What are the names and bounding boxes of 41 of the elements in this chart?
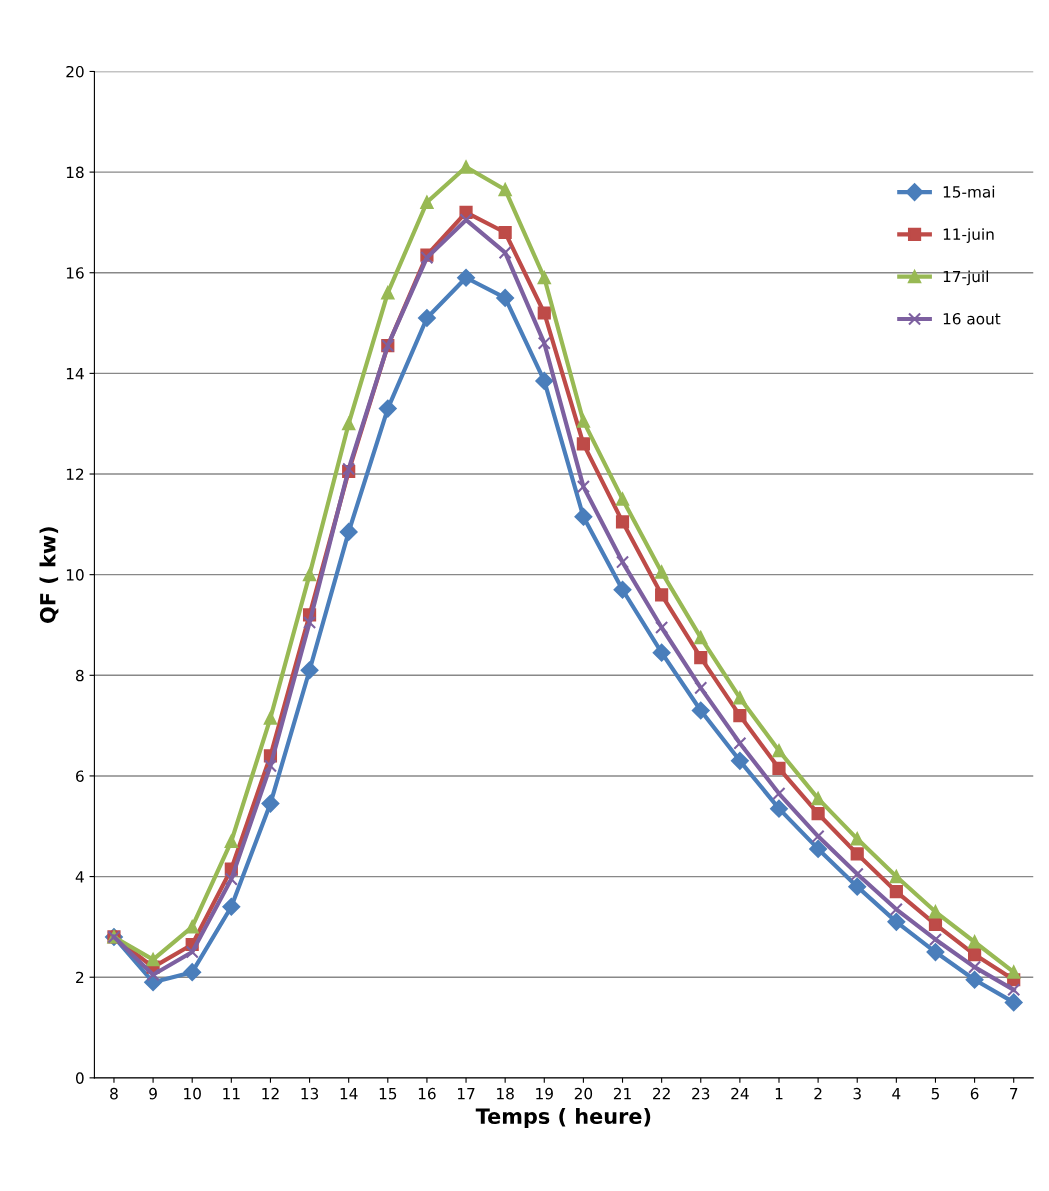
y-tick-label: 18 — [66, 166, 84, 179]
x-tick-label: 11 — [223, 1088, 240, 1100]
legend-label: 11-juin — [943, 228, 994, 243]
y-tick-label: 0 — [75, 1072, 84, 1084]
y-tick-label: 4 — [75, 871, 84, 883]
x-tick-label: 14 — [340, 1088, 358, 1100]
x-tick-label: 20 — [574, 1087, 593, 1100]
x-tick-label: 9 — [149, 1087, 157, 1100]
legend-label: 15-mai — [943, 185, 995, 198]
y-tick-label: 14 — [66, 368, 84, 380]
x-tick-label: 3 — [853, 1087, 861, 1100]
y-axis-title: QF ( kw) — [39, 527, 59, 623]
legend-label: 17-juil — [943, 270, 988, 286]
x-tick-label: 24 — [731, 1087, 749, 1100]
y-tick-label: 6 — [76, 770, 84, 782]
x-tick-label: 19 — [536, 1087, 553, 1100]
y-tick-label: 16 — [66, 267, 84, 279]
y-tick-label: 20 — [66, 65, 84, 78]
x-tick-label: 22 — [653, 1087, 670, 1100]
y-tick-label: 8 — [76, 669, 84, 682]
y-tick-label: 10 — [66, 569, 84, 581]
y-tick-label: 12 — [66, 468, 84, 480]
x-tick-label: 5 — [931, 1088, 939, 1100]
x-tick-label: 10 — [184, 1087, 201, 1100]
x-tick-label: 6 — [970, 1087, 979, 1100]
x-tick-label: 15 — [379, 1088, 397, 1100]
x-tick-label: 23 — [692, 1087, 710, 1100]
x-tick-label: 1 — [775, 1088, 783, 1100]
x-tick-label: 2 — [814, 1087, 822, 1100]
y-tick-label: 2 — [76, 971, 84, 984]
x-tick-label: 18 — [497, 1087, 514, 1100]
x-tick-label: 12 — [262, 1087, 279, 1100]
x-tick-label: 17 — [458, 1088, 475, 1100]
legend-label: 16 aout — [943, 312, 1001, 325]
x-tick-label: 8 — [110, 1087, 118, 1100]
x-axis-title: Temps ( heure) — [475, 1107, 651, 1129]
x-tick-label: 21 — [613, 1087, 631, 1100]
x-tick-label: 16 — [418, 1087, 436, 1100]
x-tick-label: 7 — [1010, 1088, 1018, 1100]
x-tick-label: 13 — [301, 1087, 319, 1100]
x-tick-label: 4 — [892, 1088, 901, 1100]
